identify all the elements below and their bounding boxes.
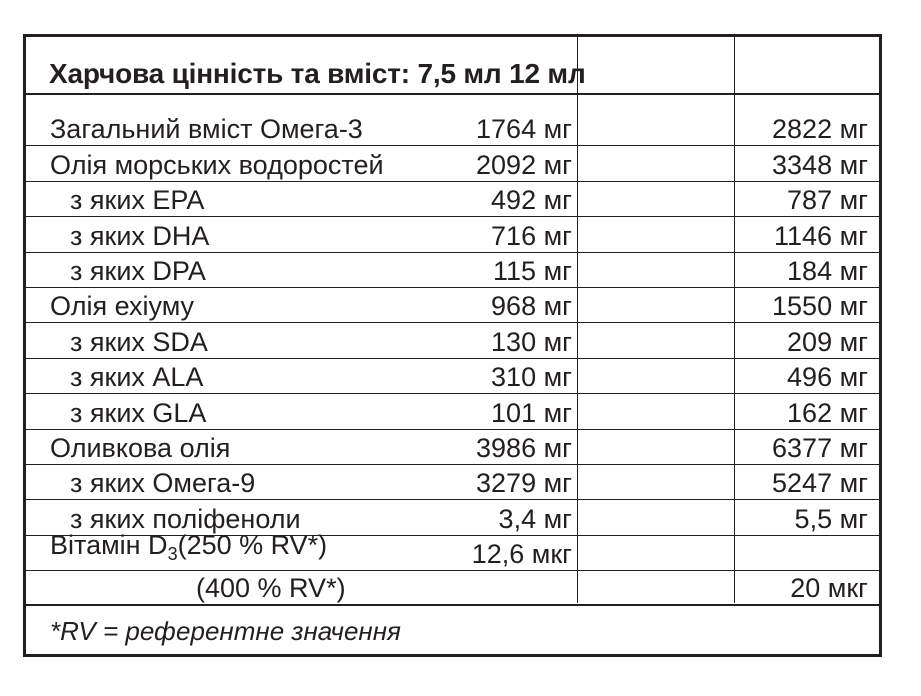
table-row: з яких SDA 130 мг 209 мг xyxy=(26,323,882,359)
row-value-12ml: 2822 мг xyxy=(772,114,868,145)
row-value-7-5ml: 310 мг xyxy=(491,362,572,393)
table-header: Харчова цінність та вміст: 7,5 мл 12 мл xyxy=(49,57,586,91)
row-value-7-5ml: 3279 мг xyxy=(476,468,572,499)
header-col1: 7,5 мл xyxy=(417,58,502,89)
table-row: Оливкова олія 3986 мг 6377 мг xyxy=(26,430,882,465)
row-value-7-5ml: 3986 мг xyxy=(476,432,572,463)
header-title: Харчова цінність та вміст: xyxy=(49,58,410,89)
table-row: з яких поліфеноли 3,4 мг 5,5 мг xyxy=(26,500,882,536)
table-row: з яких Омега-9 3279 мг 5247 мг xyxy=(26,465,882,501)
row-value-7-5ml: 716 мг xyxy=(491,220,572,251)
row-value-12ml: 1550 мг xyxy=(772,291,868,322)
row-value-12ml: 787 мг xyxy=(787,185,868,216)
row-label: з яких DPA xyxy=(70,255,206,286)
table-row: з яких GLA 101 мг 162 мг xyxy=(26,394,882,430)
table-row: з яких DHA 716 мг 1146 мг xyxy=(26,217,882,253)
row-label: Оливкова олія xyxy=(50,432,231,463)
row-label: з яких ALA xyxy=(70,362,204,393)
row-label: з яких Омега-9 xyxy=(70,468,256,499)
nutrition-table: Харчова цінність та вміст: 7,5 мл 12 мл … xyxy=(23,34,882,657)
row-value-7-5ml: 12,6 мкг xyxy=(471,539,572,570)
row-value-12ml: 162 мг xyxy=(787,397,868,428)
vitamin-rv-400: (400 % RV*) xyxy=(196,573,346,604)
footnote: *RV = референтне значення xyxy=(50,616,401,646)
column-divider-2 xyxy=(734,37,735,603)
row-label: з яких DHA xyxy=(70,220,210,251)
row-value-12ml: 1146 мг xyxy=(774,220,868,251)
row-label: з яких SDA xyxy=(70,326,208,357)
vitamin-name: Вітамін D xyxy=(50,530,168,561)
row-value-7-5ml: 968 мг xyxy=(491,291,572,322)
table-row: Олія ехіуму 968 мг 1550 мг xyxy=(26,288,882,324)
table-row-vitamin-d3: Вітамін D3(250 % RV*) 12,6 мкг xyxy=(26,530,882,572)
table-row: Загальний вміст Омега-3 1764 мг 2822 мг xyxy=(26,111,882,147)
table-row: з яких ALA 310 мг 496 мг xyxy=(26,359,882,395)
table-row: з яких DPA 115 мг 184 мг xyxy=(26,253,882,288)
row-value-7-5ml: 492 мг xyxy=(491,185,572,216)
row-label: з яких поліфеноли xyxy=(70,503,301,534)
row-label: Олія морських водоростей xyxy=(50,149,384,180)
column-divider-1 xyxy=(577,37,578,603)
row-value-7-5ml: 130 мг xyxy=(491,326,572,357)
row-value-7-5ml: 3,4 мг xyxy=(498,503,572,534)
table-body: Загальний вміст Омега-3 1764 мг 2822 мг Олі… xyxy=(26,111,882,607)
row-value-7-5ml: 1764 мг xyxy=(476,114,572,145)
row-value-12ml: 184 мг xyxy=(787,255,868,286)
row-value-7-5ml: 115 мг xyxy=(493,255,572,286)
vitamin-rv-250: (250 % RV*) xyxy=(177,530,328,561)
row-value-12ml: 6377 мг xyxy=(772,432,868,463)
row-label: Вітамін D3(250 % RV*) xyxy=(50,529,327,570)
row-label: Олія ехіуму xyxy=(50,291,195,322)
header-separator xyxy=(26,93,882,95)
vitamin-subscript: 3 xyxy=(167,544,178,565)
row-value-12ml: 209 мг xyxy=(787,326,868,357)
header-col2: 12 мл xyxy=(509,58,586,89)
table-row: Олія морських водоростей 2092 мг 3348 мг xyxy=(26,146,882,182)
table-row: з яких EPA 492 мг 787 мг xyxy=(26,182,882,218)
row-value-12ml: 5,5 мг xyxy=(794,503,868,534)
row-value-12ml: 20 мкг xyxy=(790,573,868,604)
row-label: з яких GLA xyxy=(70,397,207,428)
table-row-vitamin-d3-12ml: (400 % RV*) 20 мкг xyxy=(26,571,882,607)
row-label: з яких EPA xyxy=(70,185,205,216)
row-value-7-5ml: 101 мг xyxy=(491,397,572,428)
row-value-12ml: 5247 мг xyxy=(772,468,868,499)
row-value-12ml: 496 мг xyxy=(787,362,868,393)
row-value-7-5ml: 2092 мг xyxy=(476,149,572,180)
row-value-12ml: 3348 мг xyxy=(772,149,868,180)
row-label: Загальний вміст Омега-3 xyxy=(50,114,363,145)
